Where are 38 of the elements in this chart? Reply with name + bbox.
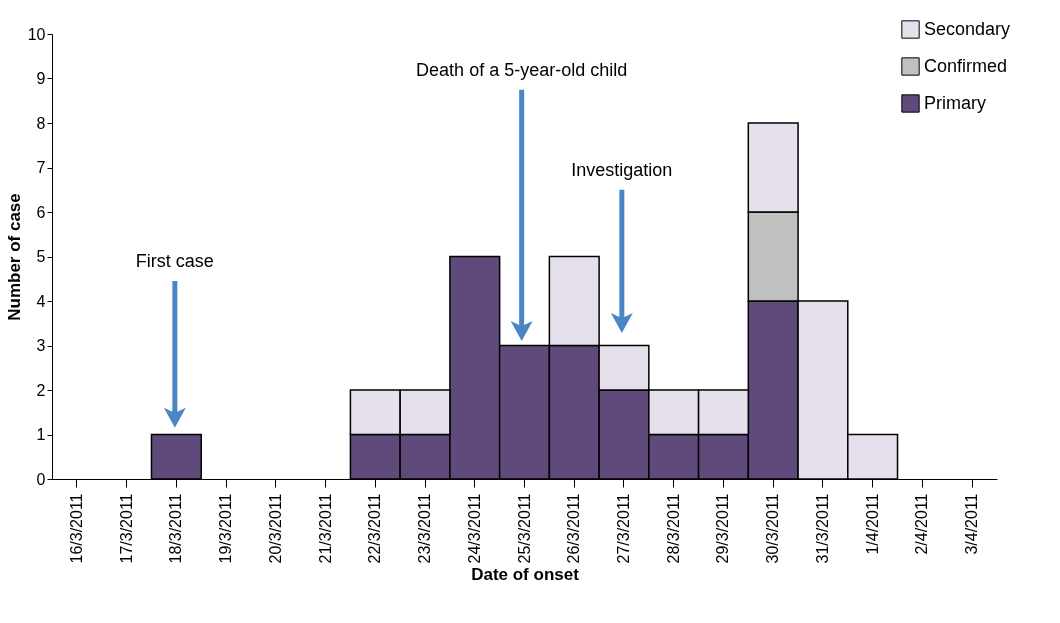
x-tick-label: 24/3/2011 [465, 493, 483, 564]
x-tick-label: 26/3/2011 [565, 493, 583, 564]
x-tick-label: 25/3/2011 [515, 493, 533, 564]
x-tick-label: 16/3/2011 [67, 493, 85, 564]
x-tick-label: 31/3/2011 [813, 493, 831, 564]
annotation: Investigation [571, 159, 673, 180]
x-tick-label: 2/4/2011 [913, 493, 931, 555]
y-tick-label: 3 [36, 337, 46, 354]
y-tick-label: 6 [36, 203, 46, 221]
x-tick-label: 3/4/2011 [963, 493, 981, 555]
legend-label: Confirmed [924, 55, 1008, 76]
x-tick-label: 28/3/2011 [664, 493, 682, 564]
x-tick-label: 20/3/2011 [266, 493, 284, 564]
x-tick-label: 18/3/2011 [167, 493, 185, 564]
legend-label: Primary [924, 92, 986, 113]
x-tick-label: 19/3/2011 [217, 493, 235, 564]
x-tick-label: 21/3/2011 [316, 493, 334, 564]
y-tick-label: 5 [36, 248, 46, 265]
y-axis-title: Number of case [4, 193, 24, 321]
y-tick-label: 9 [36, 70, 46, 87]
annotation: First case [135, 250, 214, 271]
x-tick-label: 27/3/2011 [614, 493, 632, 564]
y-tick-label: 0 [36, 470, 46, 488]
x-tick-label: 17/3/2011 [117, 493, 135, 564]
x-tick-label: 22/3/2011 [366, 493, 384, 564]
y-tick-label: 8 [36, 114, 46, 132]
x-tick-label: 29/3/2011 [714, 493, 732, 564]
x-axis-title: Date of onset [471, 565, 580, 585]
x-tick-label: 23/3/2011 [416, 493, 434, 564]
x-tick-label: 1/4/2011 [863, 493, 881, 555]
annotation: Death of a 5-year-old child [416, 59, 628, 80]
x-tick-label: 30/3/2011 [764, 493, 782, 564]
y-tick-label: 2 [36, 381, 46, 399]
legend-label: Secondary [924, 18, 1011, 39]
y-tick-label: 7 [36, 159, 46, 176]
y-tick-label: 4 [36, 292, 46, 310]
y-tick-label: 1 [36, 426, 46, 443]
y-tick-label: 10 [27, 25, 46, 43]
